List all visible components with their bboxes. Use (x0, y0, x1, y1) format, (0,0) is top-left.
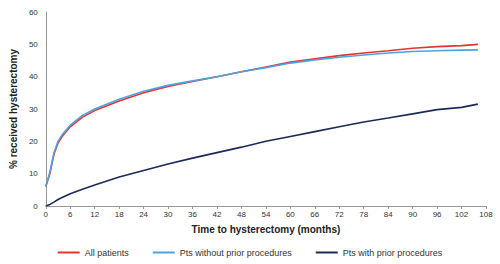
svg-text:36: 36 (188, 210, 197, 219)
svg-text:66: 66 (310, 210, 319, 219)
svg-text:72: 72 (335, 210, 344, 219)
svg-text:Time to hysterectomy (months): Time to hysterectomy (months) (192, 224, 341, 235)
svg-text:96: 96 (433, 210, 442, 219)
svg-text:6: 6 (68, 210, 73, 219)
svg-text:0: 0 (33, 202, 38, 211)
svg-text:20: 20 (29, 137, 38, 146)
svg-text:90: 90 (408, 210, 417, 219)
svg-text:54: 54 (261, 210, 270, 219)
svg-text:84: 84 (384, 210, 393, 219)
svg-text:102: 102 (455, 210, 469, 219)
svg-text:Pts without prior procedures: Pts without prior procedures (180, 248, 293, 258)
svg-text:% received hysterectomy: % received hysterectomy (8, 49, 19, 170)
svg-text:10: 10 (29, 169, 38, 178)
svg-text:All patients: All patients (85, 248, 130, 258)
svg-text:0: 0 (44, 210, 49, 219)
svg-text:48: 48 (237, 210, 246, 219)
svg-text:60: 60 (29, 8, 38, 17)
svg-text:12: 12 (90, 210, 99, 219)
svg-text:18: 18 (115, 210, 124, 219)
svg-text:42: 42 (213, 210, 222, 219)
svg-text:24: 24 (139, 210, 148, 219)
svg-text:Pts with prior procedures: Pts with prior procedures (343, 248, 443, 258)
svg-text:78: 78 (359, 210, 368, 219)
svg-text:40: 40 (29, 72, 38, 81)
svg-text:60: 60 (286, 210, 295, 219)
svg-text:30: 30 (164, 210, 173, 219)
svg-text:30: 30 (29, 105, 38, 114)
svg-text:108: 108 (479, 210, 493, 219)
svg-text:50: 50 (29, 40, 38, 49)
